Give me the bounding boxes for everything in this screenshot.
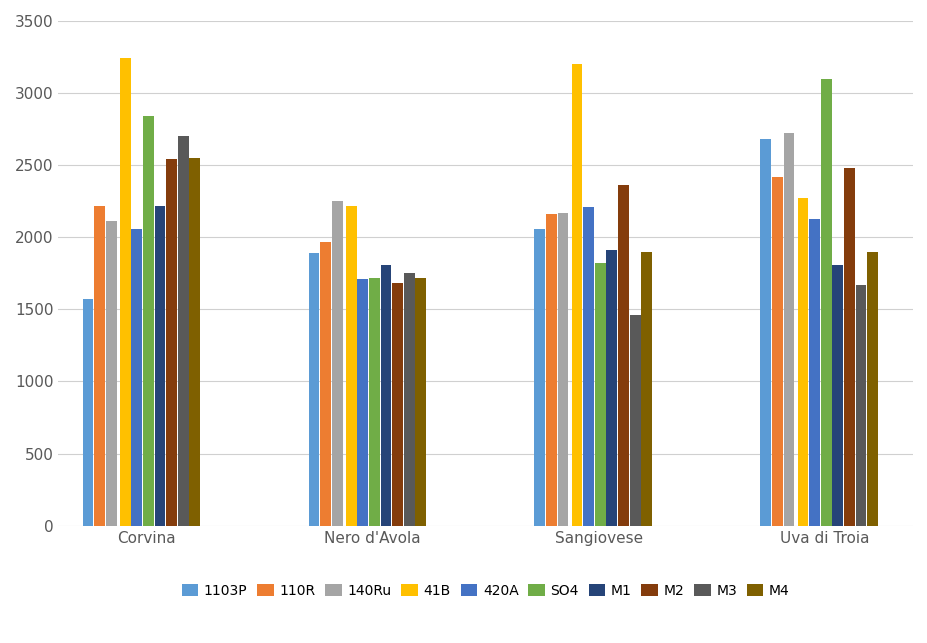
Bar	[808, 219, 819, 526]
Bar	[617, 185, 629, 526]
Bar	[583, 207, 593, 526]
Bar	[782, 134, 794, 526]
Bar	[369, 278, 379, 526]
Bar	[83, 299, 94, 526]
Bar	[143, 116, 154, 526]
Bar	[95, 206, 105, 526]
Bar	[571, 64, 582, 526]
Bar	[819, 78, 831, 526]
Bar	[606, 250, 616, 526]
Bar	[166, 159, 177, 526]
Bar	[759, 140, 770, 526]
Bar	[557, 213, 568, 526]
Bar	[346, 206, 356, 526]
Bar	[844, 168, 854, 526]
Bar	[132, 229, 142, 526]
Bar	[155, 206, 165, 526]
Bar	[534, 229, 545, 526]
Bar	[320, 242, 331, 526]
Bar	[641, 251, 652, 526]
Bar	[120, 59, 131, 526]
Bar	[415, 278, 425, 526]
Bar	[545, 214, 556, 526]
Bar	[308, 253, 319, 526]
Legend: 1103P, 110R, 140Ru, 41B, 420A, SO4, M1, M2, M3, M4: 1103P, 110R, 140Ru, 41B, 420A, SO4, M1, …	[176, 578, 794, 603]
Bar	[357, 279, 368, 526]
Bar	[867, 251, 877, 526]
Bar	[832, 265, 843, 526]
Bar	[771, 177, 782, 526]
Bar	[594, 263, 605, 526]
Bar	[380, 265, 391, 526]
Bar	[629, 315, 640, 526]
Bar	[855, 285, 866, 526]
Bar	[331, 201, 342, 526]
Bar	[189, 158, 200, 526]
Bar	[796, 198, 807, 526]
Bar	[392, 284, 402, 526]
Bar	[106, 221, 117, 526]
Bar	[178, 136, 188, 526]
Bar	[403, 273, 414, 526]
